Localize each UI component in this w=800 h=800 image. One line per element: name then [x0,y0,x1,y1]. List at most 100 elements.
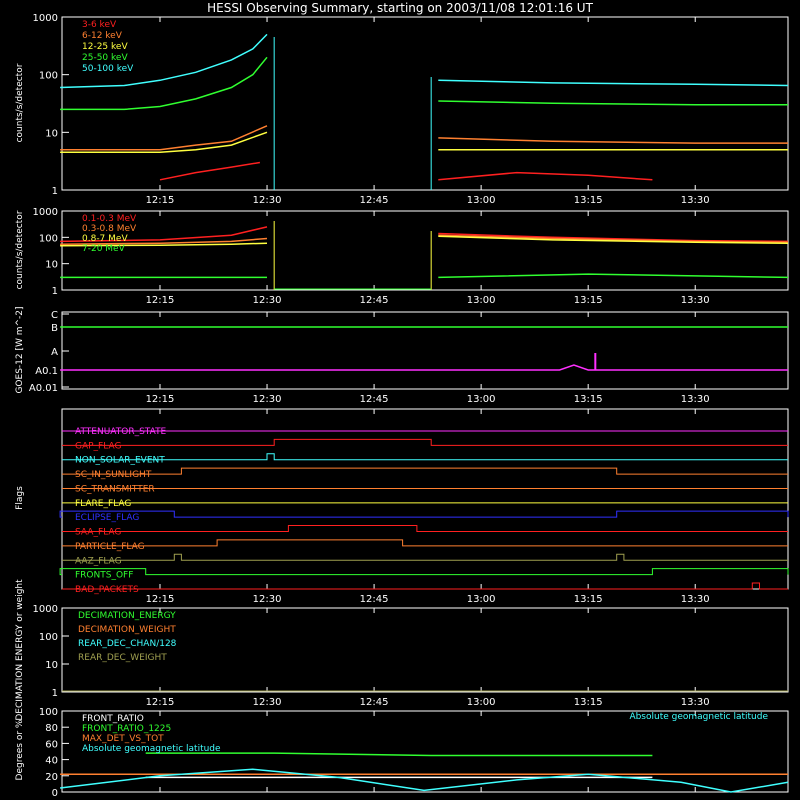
flag-trace [62,438,788,446]
y-tick-label: 1000 [33,13,58,24]
y-tick-label: 10 [45,660,58,671]
flag-trace [62,525,788,533]
y-tick-label: 1 [52,286,58,297]
flag-label: NON_SOLAR_EVENT [75,456,165,466]
x-tick-label: 12:30 [253,195,282,206]
flag-label: FRONTS_OFF [75,571,133,581]
series-line [60,33,789,89]
legend-entry: REAR_DEC_WEIGHT [78,653,167,663]
legend-entry: MAX_DET_VS_TOT [82,734,164,744]
chart-title: HESSI Observing Summary, starting on 200… [207,1,593,15]
flag-label: BAD_PACKETS [75,585,139,595]
flag-trace [62,467,788,475]
x-tick-label: 12:15 [146,394,175,405]
legend-entry: 0.8-7 MeV [82,234,128,244]
x-tick-label: 12:45 [360,594,389,605]
y-tick-label: 100 [39,707,58,718]
legend-entry: 25-50 keV [82,53,128,63]
x-tick-label: 12:45 [360,195,389,206]
flag-label: GAP_FLAG [75,441,121,451]
y-tick-label: 0 [52,788,58,799]
flag-label: FLARE_FLAG [75,499,131,509]
y-axis-label: counts/s/detector [15,210,25,289]
y-tick-label: 100 [39,71,58,82]
legend-entry: DECIMATION_ENERGY [78,611,176,621]
legend-entry: 0.1-0.3 MeV [82,214,137,224]
x-tick-label: 13:30 [681,594,710,605]
x-tick-label: 13:15 [574,295,603,306]
series-line [60,125,788,151]
y-tick-label: 1 [52,186,58,197]
series-line [60,234,789,245]
x-tick-label: 12:30 [253,697,282,708]
x-tick-label: 13:00 [467,295,496,306]
flag-label: AAZ_FLAG [75,556,122,566]
y-axis-label: Flags [15,486,25,510]
legend-entry: FRONT_RATIO_1225 [82,724,171,734]
x-tick-label: 12:15 [146,295,175,306]
y-tick-label: 1000 [33,207,58,218]
panel-frame [61,607,789,693]
series-line [145,752,653,757]
panel-frame [61,311,789,390]
flag-label: PARTICLE_FLAG [75,542,145,552]
x-tick-label: 12:45 [360,697,389,708]
flag-trace [62,539,788,547]
y-tick-label: B [51,323,58,334]
x-tick-label: 12:15 [146,697,175,708]
series-line [60,131,788,154]
y-tick-label: 100 [39,632,58,643]
panel-frame [61,16,789,191]
legend-entry: Absolute geomagnetic latitude [82,744,221,754]
y-axis-label: GOES-12 [W m^-2] [15,306,25,393]
x-tick-label: 13:15 [574,394,603,405]
legend-entry: 12-25 keV [82,42,128,52]
series-line [60,273,789,279]
x-tick-label: 12:30 [253,394,282,405]
x-tick-label: 12:45 [360,295,389,306]
y-tick-label: C [51,310,58,321]
legend-entry: 50-100 keV [82,64,134,74]
series-line [60,226,789,243]
x-tick-label: 13:30 [681,394,710,405]
legend-entry: 0.3-0.8 MeV [82,224,137,234]
y-tick-label: 60 [45,739,58,750]
x-tick-label: 13:30 [681,195,710,206]
y-tick-label: A0.01 [29,383,58,394]
flag-trace [62,553,788,561]
x-tick-label: 13:15 [574,195,603,206]
series-line [159,161,653,181]
series-line [60,235,789,247]
panel-frame [61,210,789,291]
flag-trace [62,582,788,590]
legend-entry: DECIMATION_WEIGHT [78,625,176,635]
series-line [60,56,788,111]
y-tick-label: 1000 [33,604,58,615]
y-tick-label: A0.1 [35,366,58,377]
flag-trace [62,453,788,461]
flag-label: SC_TRANSMITTER [75,484,155,494]
x-tick-label: 13:00 [467,697,496,708]
flag-label: SAA_FLAG [75,528,121,538]
flag-label: ECLIPSE_FLAG [75,513,139,523]
annotation: Absolute geomagnetic latitude [629,712,768,722]
flag-trace [59,568,789,576]
y-tick-label: 40 [45,756,58,767]
y-tick-label: 1 [52,688,58,699]
y-tick-label: 20 [45,772,58,783]
y-tick-label: 80 [45,723,58,734]
x-tick-label: 12:15 [146,594,175,605]
x-tick-label: 13:30 [681,295,710,306]
legend-entry: 7-20 MeV [82,244,126,254]
x-tick-label: 13:00 [467,394,496,405]
x-tick-label: 12:30 [253,295,282,306]
series-line [60,768,789,793]
x-tick-label: 13:30 [681,697,710,708]
y-tick-label: A [51,347,58,358]
panel-frame [61,710,789,793]
x-tick-label: 13:15 [574,697,603,708]
panel-frame [61,408,789,590]
flag-label: ATTENUATOR_STATE [75,427,167,437]
series-line [60,364,788,371]
